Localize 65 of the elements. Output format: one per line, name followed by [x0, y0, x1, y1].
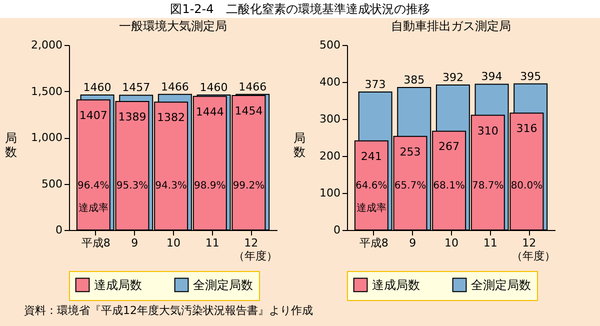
y-tick-label: 500 [320, 38, 340, 52]
data-label: 316 [516, 122, 538, 136]
y-tick-label: 2,000 [31, 38, 62, 52]
data-label: 253 [400, 145, 421, 158]
y-tick-label: 300 [320, 112, 340, 126]
data-label: 1466 [160, 80, 189, 94]
data-label: 1454 [234, 104, 263, 118]
y-tick-label: 0 [56, 224, 62, 236]
chart-subtitle: 一般環境大気測定局 [119, 19, 227, 33]
data-label: 1466 [238, 80, 267, 94]
x-tick-label: 平成8 [359, 236, 388, 250]
text: 資料：環境省『平成12年度大気汚染状況報告書』より作成 [23, 303, 314, 318]
annotation: 96.4% [78, 180, 110, 192]
y-axis-title: 局数 [5, 131, 18, 159]
y-tick-label: 1,500 [31, 84, 62, 98]
legend-label: 達成局数 [372, 278, 420, 292]
annotation: 95.3% [116, 180, 148, 192]
annotation: 94.3% [155, 180, 187, 192]
x-tick-label: 11 [483, 236, 498, 250]
data-label: 1460 [200, 80, 228, 94]
x-axis-title: （年度） [234, 250, 278, 262]
chart-title: 図1-2-4 二酸化窒素の環境基準達成状況の推移 [0, 0, 600, 18]
data-label: 310 [477, 124, 498, 138]
legend-label: 全測定局数 [193, 278, 253, 292]
legend-label: 達成局数 [94, 278, 142, 292]
legend-label: 全測定局数 [471, 278, 531, 292]
y-tick-label: 200 [320, 150, 340, 162]
annotation: 68.1% [433, 180, 465, 192]
data-label: 385 [404, 74, 425, 87]
x-tick-label: 11 [205, 236, 220, 250]
annotation: 65.7% [394, 180, 426, 192]
x-tick-label: 10 [166, 236, 180, 250]
x-tick-label: 10 [444, 236, 458, 250]
data-label: 267 [438, 140, 460, 154]
annotation: 達成率 [78, 202, 108, 214]
annotation: 64.6% [356, 180, 388, 192]
annotation: 98.9% [194, 180, 226, 192]
data-label: 1444 [196, 105, 224, 118]
data-label: 1457 [122, 81, 150, 94]
x-axis-title: （年度） [512, 250, 556, 262]
x-tick-label: 12 [522, 236, 536, 250]
y-tick-label: 100 [320, 186, 340, 200]
annotation: 80.0% [510, 180, 543, 192]
x-tick-label: 9 [131, 236, 138, 250]
data-label: 392 [442, 70, 464, 84]
y-axis-title: 局数 [294, 131, 306, 159]
annotation: 達成率 [356, 202, 386, 214]
y-tick-label: 1,000 [31, 131, 62, 144]
data-label: 1382 [157, 111, 186, 124]
y-tick-label: 0 [334, 224, 340, 236]
x-tick-label: 9 [409, 236, 416, 250]
data-label: 1407 [79, 108, 108, 122]
x-tick-label: 12 [244, 236, 258, 250]
data-label: 1389 [118, 110, 146, 124]
y-tick-label: 500 [42, 177, 62, 190]
data-label: 1460 [83, 80, 112, 94]
x-tick-label: 平成8 [81, 236, 110, 250]
data-label: 241 [360, 150, 382, 163]
data-label: 373 [364, 78, 386, 91]
annotation: 99.2% [232, 180, 265, 192]
annotation: 78.7% [472, 180, 504, 192]
y-tick-label: 400 [320, 76, 340, 88]
chart-subtitle: 自動車排出ガス測定局 [391, 19, 511, 33]
data-label: 395 [520, 70, 542, 83]
data-label: 394 [481, 70, 502, 84]
